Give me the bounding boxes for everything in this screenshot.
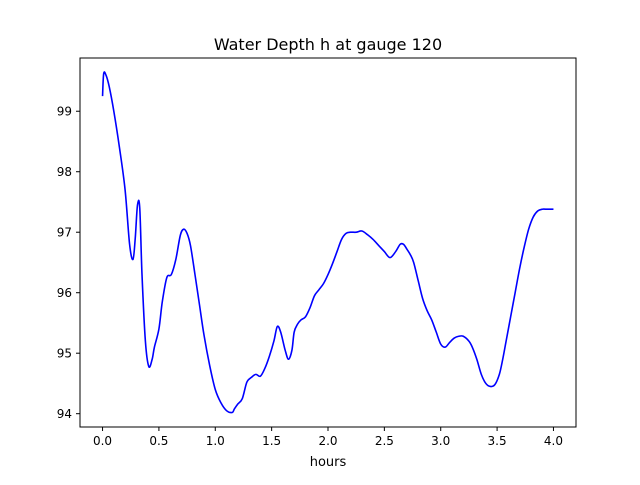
x-tick-label: 2.0 [318, 434, 337, 448]
y-tick-label: 95 [57, 347, 72, 361]
x-axis-label: hours [310, 455, 347, 470]
y-tick-label: 99 [57, 105, 72, 119]
x-tick-label: 0.5 [149, 434, 168, 448]
x-tick-label: 1.5 [262, 434, 281, 448]
y-tick-label: 94 [57, 407, 72, 421]
y-tick-label: 96 [57, 286, 72, 300]
x-tick-label: 4.0 [544, 434, 563, 448]
y-axis: 94 95 96 97 98 99 [57, 105, 80, 421]
x-tick-label: 3.5 [488, 434, 507, 448]
x-tick-label: 2.5 [375, 434, 394, 448]
plot-area [101, 71, 554, 414]
series-line [101, 71, 554, 414]
x-tick-label: 0.0 [93, 434, 112, 448]
y-tick-label: 98 [57, 165, 72, 179]
x-tick-label: 3.0 [431, 434, 450, 448]
chart-title: Water Depth h at gauge 120 [214, 35, 442, 54]
y-tick-label: 97 [57, 226, 72, 240]
x-tick-label: 1.0 [206, 434, 225, 448]
x-axis: 0.0 0.5 1.0 1.5 2.0 2.5 3.0 3.5 4.0 [93, 427, 563, 448]
